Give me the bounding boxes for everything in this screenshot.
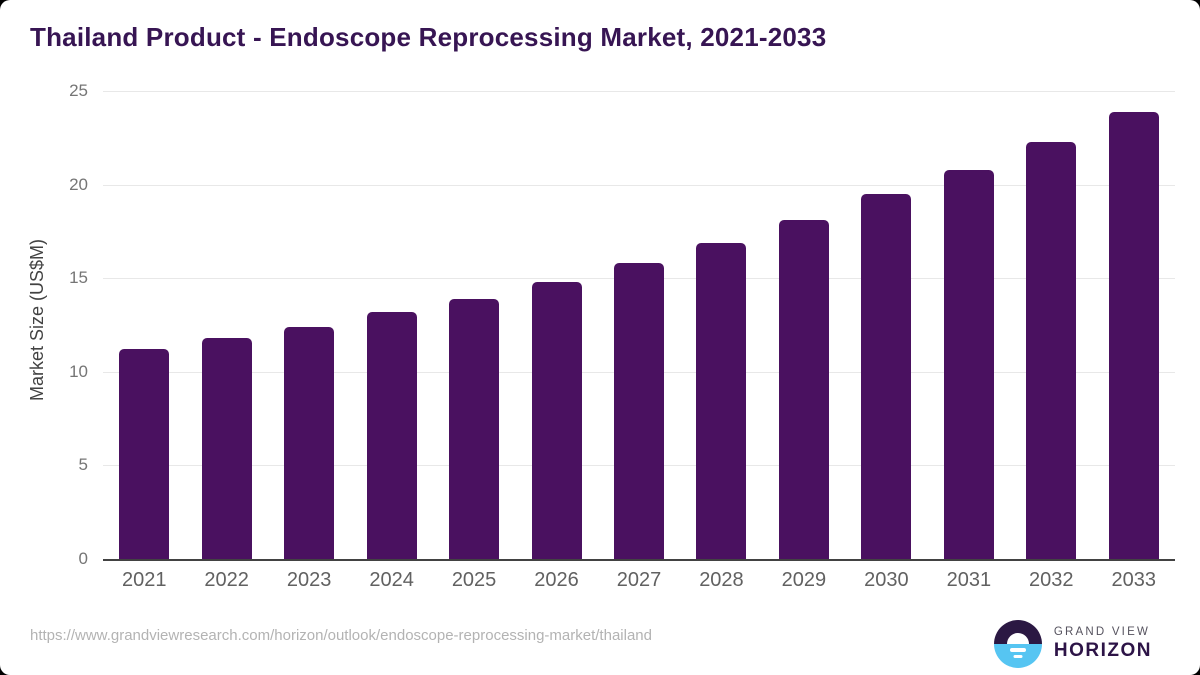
bar-2022[interactable] (201, 338, 252, 559)
bar-slot-2026 (515, 91, 597, 559)
plot-area (103, 91, 1175, 561)
x-tick-label-2024: 2024 (369, 569, 414, 591)
x-tick-label-2032: 2032 (1029, 569, 1074, 591)
x-tick-label-2031: 2031 (946, 569, 992, 591)
x-axis-labels: 2021 2022 2023 2024 2025 2026 2027 2028 2029 2030… (103, 567, 1175, 593)
bar-slot-2022 (185, 91, 267, 559)
x-tick-label-2026: 2026 (534, 569, 579, 591)
y-tick-label-25: 25 (69, 81, 88, 100)
x-tick-label-2029: 2029 (781, 569, 827, 591)
sun-reflection-line (1009, 648, 1026, 652)
y-tick-label-20: 20 (69, 174, 88, 194)
bar-slot-2021 (103, 91, 185, 559)
brand-name-bottom: HORIZON (1053, 640, 1152, 661)
horizon-sun-icon (993, 620, 1042, 668)
bar-2021[interactable] (119, 349, 170, 559)
bar-slot-2025 (433, 91, 515, 559)
bar-2029[interactable] (778, 220, 829, 559)
source-url: https://www.grandviewresearch.com/horizo… (30, 627, 652, 644)
x-tick-label-2033: 2033 (1111, 569, 1157, 591)
x-tick-label-2023: 2023 (286, 569, 332, 591)
bar-2031[interactable] (943, 169, 994, 559)
bar-2030[interactable] (861, 193, 912, 559)
x-tick-label-2030: 2030 (864, 569, 909, 591)
bar-2023[interactable] (284, 326, 335, 559)
bar-2032[interactable] (1026, 141, 1077, 559)
bar-slot-2027 (598, 91, 680, 559)
y-tick-label-15: 15 (69, 268, 88, 288)
bar-slot-2028 (680, 91, 762, 559)
x-tick-label-2021: 2021 (121, 569, 167, 591)
bar-2028[interactable] (696, 242, 747, 559)
bar-slot-2033 (1093, 91, 1175, 559)
sun-dome-shape (1006, 633, 1029, 644)
grand-view-horizon-logo: GRAND VIEW HORIZON (993, 620, 1152, 668)
y-tick-label-0: 0 (78, 549, 88, 568)
bar-2027[interactable] (613, 263, 664, 559)
bar-slot-2030 (845, 91, 927, 559)
bar-slot-2031 (928, 91, 1010, 559)
gridline-y-25 (103, 91, 1175, 92)
y-tick-label-5: 5 (78, 455, 88, 475)
sun-reflection-line (1013, 655, 1023, 658)
brand-name-top: GRAND VIEW (1053, 626, 1151, 638)
bar-2033[interactable] (1108, 111, 1159, 559)
bar-slot-2024 (350, 91, 432, 559)
bar-2025[interactable] (449, 298, 500, 559)
bar-2024[interactable] (366, 311, 417, 559)
x-tick-label-2027: 2027 (616, 569, 662, 591)
logo-text: GRAND VIEW HORIZON (1054, 626, 1152, 662)
bar-slot-2023 (268, 91, 350, 559)
chart-title: Thailand Product - Endoscope Reprocessin… (30, 22, 827, 52)
bar-slot-2029 (763, 91, 845, 559)
gridline-y-20 (103, 184, 1175, 186)
bar-slot-2032 (1010, 91, 1092, 559)
bar-2026[interactable] (531, 281, 582, 559)
x-tick-label-2028: 2028 (699, 569, 744, 591)
y-axis-title: Market Size (US$M) (27, 238, 47, 402)
y-tick-label-10: 10 (69, 361, 88, 381)
x-tick-label-2022: 2022 (204, 569, 249, 591)
x-tick-label-2025: 2025 (451, 569, 497, 591)
